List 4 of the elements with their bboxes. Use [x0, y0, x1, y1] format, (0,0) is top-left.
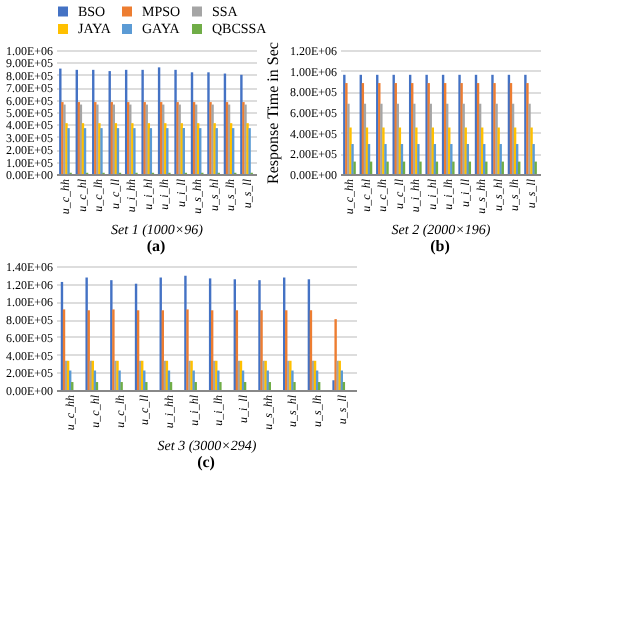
y-axis-title: Response Time in Sec	[263, 41, 282, 184]
text: (a)	[146, 237, 166, 256]
text: (c)	[197, 453, 216, 472]
text: (b)	[430, 237, 451, 256]
